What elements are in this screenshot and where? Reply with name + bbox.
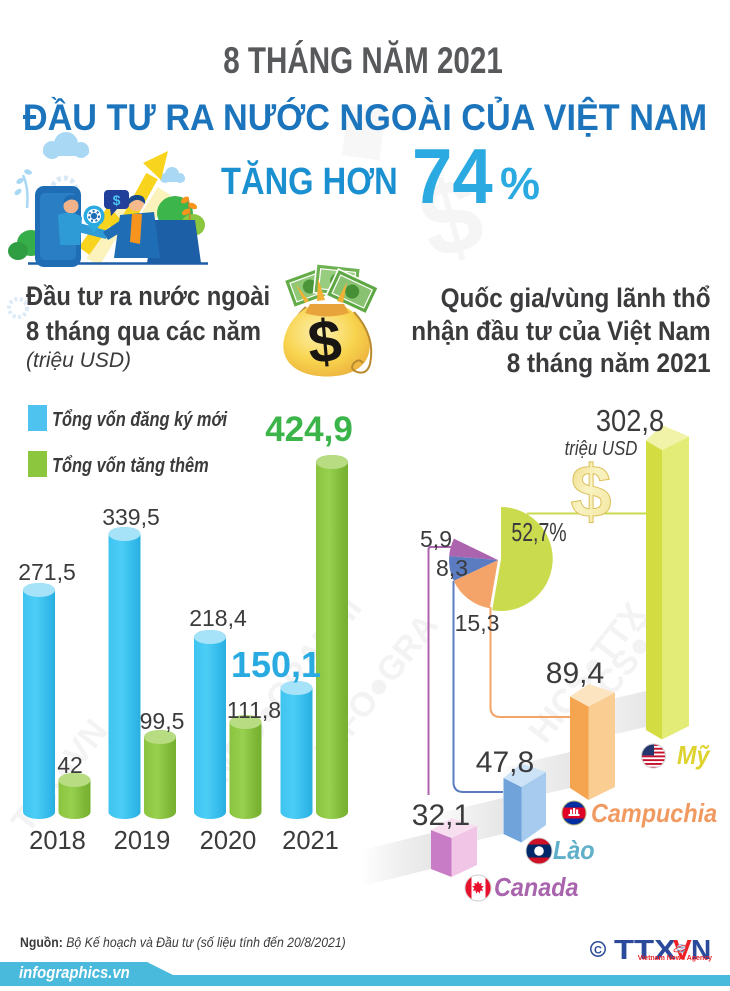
svg-text:$: $ xyxy=(113,192,121,208)
svg-text:C: C xyxy=(594,945,602,957)
svg-text:N: N xyxy=(691,934,711,965)
svg-text:TTX: TTX xyxy=(614,934,676,965)
svg-text:$: $ xyxy=(305,307,344,377)
svg-text:$: $ xyxy=(570,450,611,533)
